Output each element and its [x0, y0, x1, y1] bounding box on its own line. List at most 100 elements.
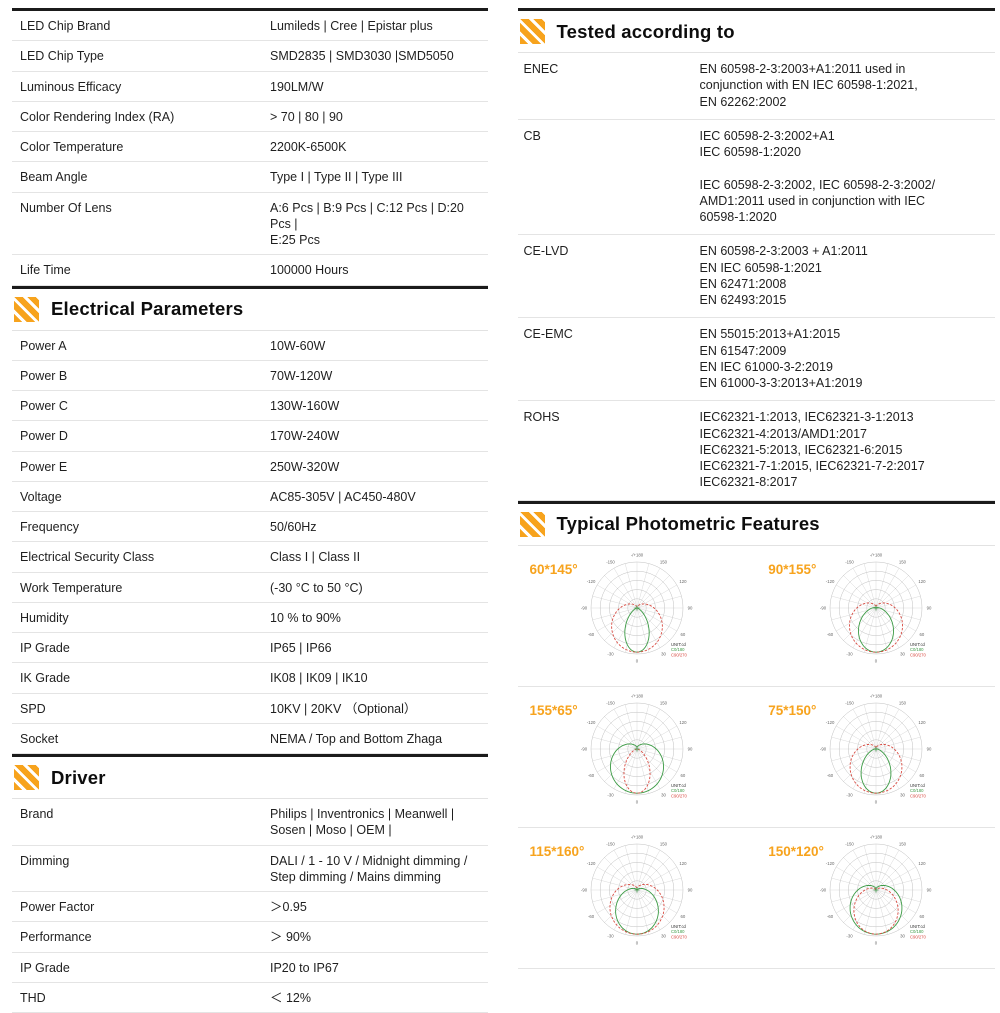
svg-text:-/+180: -/+180 [869, 552, 882, 557]
spec-row: Color Rendering Index (RA) > 70 | 80 | 90 [12, 102, 488, 132]
spec-label: Power Factor [20, 900, 95, 914]
svg-text:-90: -90 [581, 746, 588, 751]
spec-row: Brand Philips | Inventronics | Meanwell |… [12, 799, 488, 846]
svg-text:UNIT:cd: UNIT:cd [910, 783, 926, 788]
spec-row: IP Grade IP20 to IP67 [12, 953, 488, 983]
svg-text:-/+180: -/+180 [869, 834, 882, 839]
spec-value: ＞ 90% [270, 930, 311, 945]
svg-text:-/+180: -/+180 [869, 693, 882, 698]
svg-text:150: 150 [899, 560, 907, 565]
spec-value: 250W-320W [270, 459, 340, 474]
spec-value: SMD2835 | SMD3030 |SMD5050 [270, 49, 454, 64]
spec-row: Work Temperature (-30 °C to 50 °C) [12, 573, 488, 603]
spec-value: 130W-160W [270, 399, 340, 413]
svg-text:C0/180: C0/180 [910, 647, 924, 652]
svg-text:90: 90 [926, 746, 931, 751]
spec-value: IP65 | IP66 [270, 641, 332, 655]
svg-text:90: 90 [926, 605, 931, 610]
photometric-cell: 60*145° -150 -120 -90 -60 -30 0 30 60 90 120 150 -/+… [518, 546, 757, 686]
svg-text:-150: -150 [845, 701, 854, 706]
svg-text:C0/180: C0/180 [671, 647, 685, 652]
spec-label: Number Of Lens [20, 200, 112, 215]
svg-text:UNIT:cd: UNIT:cd [671, 924, 687, 929]
svg-text:UNIT:cd: UNIT:cd [910, 924, 926, 929]
svg-text:0: 0 [874, 940, 877, 945]
svg-text:30: 30 [900, 792, 905, 797]
spec-label: IK Grade [20, 671, 71, 686]
photometric-polar-chart: -150 -120 -90 -60 -30 0 30 60 90 120 150 -/+180 UNIT… [549, 547, 725, 684]
svg-text:30: 30 [900, 933, 905, 938]
svg-text:C90/270: C90/270 [910, 793, 927, 798]
spec-row: Frequency 50/60Hz [12, 512, 488, 543]
photometric-features-section: Typical Photometric Features 60*145° -150… [517, 500, 995, 969]
spec-label: CE-EMC [523, 327, 573, 342]
striped-square-icon [14, 296, 39, 322]
tested-according-to-section: Tested according to ENEC EN 60598-2-3:200… [517, 8, 995, 501]
spec-value: IEC 60598-2-3:2002+A1 IEC 60598-1:2020 I… [699, 128, 936, 224]
spec-row: IP Grade IP65 | IP66 [12, 633, 488, 664]
svg-text:-30: -30 [846, 933, 853, 938]
spec-row: Dimming DALI / 1 - 10 V / Midnight dimmin… [12, 846, 488, 892]
beam-angle-label: 90*155° [768, 561, 817, 577]
svg-text:60: 60 [919, 773, 924, 778]
beam-angle-label: 155*65° [529, 702, 578, 718]
svg-text:-150: -150 [845, 560, 854, 565]
spec-label: Brand [20, 807, 54, 821]
spec-row: Power B 70W-120W [12, 361, 488, 391]
svg-text:-60: -60 [588, 914, 595, 919]
svg-text:-90: -90 [820, 887, 827, 892]
spec-label: Frequency [20, 520, 80, 534]
general-parameters-section: LED Chip Brand Lumileds | Cree | Epistar … [12, 8, 488, 286]
svg-text:120: 120 [679, 720, 687, 725]
spec-value: A:6 Pcs | B:9 Pcs | C:12 Pcs | D:20 Pcs … [270, 200, 464, 248]
beam-angle-label: 75*150° [768, 702, 817, 718]
spec-row: Power A 10W-60W [12, 331, 488, 361]
spec-value: IEC62321-1:2013, IEC62321-3-1:2013 IEC62… [699, 410, 925, 490]
svg-text:-60: -60 [827, 632, 834, 637]
svg-text:-60: -60 [827, 914, 834, 919]
spec-row: ROHS IEC62321-1:2013, IEC62321-3-1:2013 I… [517, 401, 995, 501]
spec-label: CE-LVD [523, 244, 569, 259]
svg-text:150: 150 [899, 842, 907, 847]
svg-text:150: 150 [660, 560, 668, 565]
svg-text:120: 120 [679, 579, 687, 584]
spec-label: Humidity [20, 610, 69, 625]
svg-text:150: 150 [660, 842, 668, 847]
spec-value: 10W-60W [270, 338, 326, 353]
svg-text:-/+180: -/+180 [631, 552, 644, 557]
spec-value: 2200K-6500K [270, 140, 347, 154]
spec-label: Power D [20, 429, 68, 444]
svg-text:-90: -90 [820, 605, 827, 610]
spec-row: Power D 170W-240W [12, 421, 488, 452]
photometric-cell: 150*120° -150 -120 -90 -60 -30 0 30 60 90 120 150 -/… [756, 828, 995, 968]
spec-row: Color Temperature 2200K-6500K [12, 132, 488, 163]
section-title: Electrical Parameters [51, 298, 244, 319]
spec-row: ENEC EN 60598-2-3:2003+A1:2011 used in co… [517, 53, 995, 120]
photometric-row: 115*160° -150 -120 -90 -60 -30 0 30 60 90 120 150 -/… [517, 828, 995, 969]
spec-label: Luminous Efficacy [20, 79, 122, 94]
spec-row: Humidity 10 % to 90% [12, 603, 488, 633]
spec-value: (-30 °C to 50 °C) [270, 580, 363, 595]
photometric-polar-chart: -150 -120 -90 -60 -30 0 30 60 90 120 150 -/+180 UNIT… [788, 829, 964, 966]
svg-text:C0/180: C0/180 [671, 929, 685, 934]
spec-row: Power C 130W-160W [12, 391, 488, 422]
spec-row: IK Grade IK08 | IK09 | IK10 [12, 663, 488, 694]
spec-value: 10KV | 20KV （Optional） [270, 701, 417, 716]
spec-row: Socket NEMA / Top and Bottom Zhaga [12, 724, 488, 754]
spec-value: DALI / 1 - 10 V / Midnight dimming / Ste… [270, 853, 468, 884]
spec-row: Luminous Efficacy 190LM/W [12, 72, 488, 102]
section-header: Typical Photometric Features [517, 504, 995, 546]
svg-text:-30: -30 [607, 651, 614, 656]
svg-text:-30: -30 [846, 651, 853, 656]
svg-text:60: 60 [919, 632, 924, 637]
svg-text:30: 30 [661, 792, 666, 797]
spec-label: Power B [20, 368, 68, 383]
spec-value: 190LM/W [270, 79, 324, 94]
section-title: Driver [51, 766, 106, 788]
spec-label: IP Grade [20, 641, 70, 655]
spec-label: CB [523, 128, 541, 143]
striped-square-icon [519, 511, 545, 537]
spec-label: Beam Angle [20, 170, 88, 185]
striped-square-icon [519, 19, 545, 44]
right-column: Tested according to ENEC EN 60598-2-3:200… [517, 8, 995, 1013]
